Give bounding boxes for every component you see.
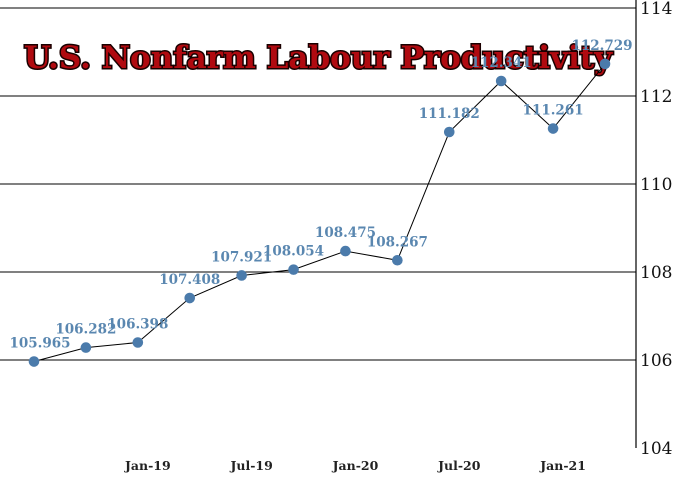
- data-label: 106.282: [55, 322, 116, 338]
- data-point: [236, 270, 247, 281]
- data-label: 108.475: [315, 225, 376, 241]
- data-point: [288, 264, 299, 275]
- data-label: 111.182: [419, 106, 480, 122]
- data-point: [392, 254, 403, 266]
- data-point: [495, 75, 507, 87]
- x-tick-label: Jul-20: [437, 458, 481, 473]
- data-label: 105.965: [9, 336, 70, 352]
- x-tick-label: Jan-21: [539, 458, 586, 473]
- y-tick-label: 108: [640, 263, 672, 283]
- data-label: 106.398: [107, 316, 168, 332]
- x-tick-label: Jan-19: [124, 458, 171, 473]
- data-markers: [28, 58, 611, 367]
- y-tick-label: 104: [640, 439, 672, 459]
- y-tick-label: 114: [640, 0, 672, 19]
- data-label: 107.921: [211, 249, 272, 265]
- y-tick-label: 106: [640, 351, 672, 371]
- data-point: [80, 342, 92, 353]
- y-tick-label: 110: [640, 175, 672, 195]
- y-tick-labels: 104 106 108 110 112 114: [640, 0, 672, 459]
- y-tick-label: 112: [640, 87, 672, 107]
- series-line: [33, 63, 606, 362]
- data-label: 108.054: [263, 244, 324, 260]
- data-label: 112.341: [471, 55, 532, 71]
- data-label: 108.267: [367, 234, 428, 250]
- data-label: 111.261: [523, 103, 584, 119]
- gridlines: [0, 7, 636, 361]
- x-tick-labels: Jan-19 Jul-19 Jan-20 Jul-20 Jan-21: [124, 458, 586, 473]
- data-label: 107.408: [159, 272, 220, 288]
- data-point: [340, 245, 351, 257]
- x-tick-label: Jan-20: [332, 458, 379, 473]
- data-point: [132, 337, 144, 348]
- data-point: [443, 126, 455, 138]
- data-label: 112.729: [571, 38, 632, 54]
- data-point: [599, 58, 611, 70]
- data-point: [184, 292, 196, 304]
- data-point: [547, 123, 559, 134]
- chart-title: U.S. Nonfarm Labour Productivity: [24, 40, 613, 76]
- data-point: [28, 356, 40, 367]
- x-tick-label: Jul-19: [229, 458, 272, 473]
